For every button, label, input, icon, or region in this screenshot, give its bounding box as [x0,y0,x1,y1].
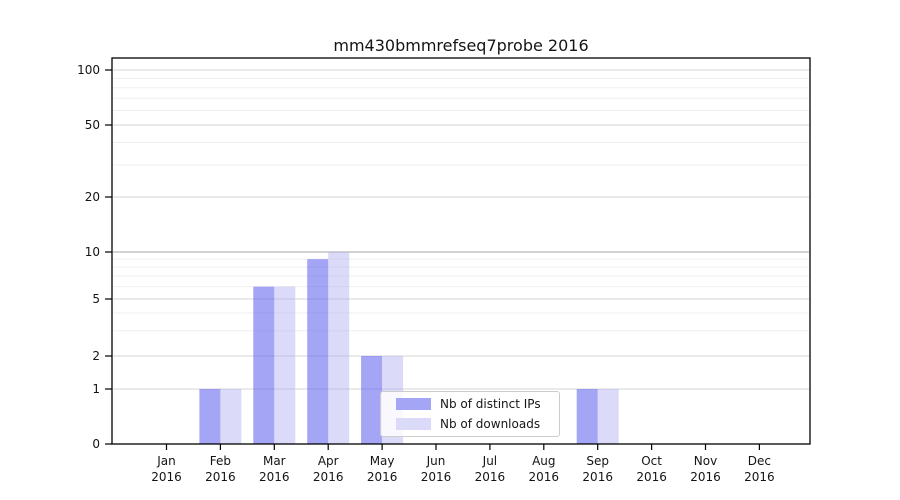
bars [199,252,619,444]
legend-item: Nb of downloads [396,417,559,431]
y-tick-label: 2 [92,349,100,363]
x-tick-year-label: 2016 [744,470,775,484]
x-tick-label: Nov [694,454,717,468]
x-tick-year-label: 2016 [205,470,236,484]
x-tick-label: Dec [748,454,771,468]
y-tick-label: 100 [77,63,100,77]
x-tick-label: Jan [156,454,176,468]
x-tick-label: Jul [482,454,497,468]
x-tick-label: Feb [210,454,231,468]
x-tick-year-label: 2016 [475,470,506,484]
x-tick-label: Oct [641,454,662,468]
bar-downloads-feb [220,389,242,444]
y-tick-label: 5 [92,292,100,306]
plot-border [111,57,811,445]
bar-downloads-sep [597,389,619,444]
y-tick-label: 0 [92,437,100,451]
bar-distinct-ips-may [361,356,383,444]
x-tick-label: Sep [586,454,609,468]
x-tick-year-label: 2016 [367,470,398,484]
x-tick-year-label: 2016 [313,470,344,484]
x-tick-year-label: 2016 [259,470,290,484]
bar-distinct-ips-sep [576,389,598,444]
legend-swatch-downloads [396,417,431,430]
y-tick-label: 20 [85,190,100,204]
axis-ticks [105,69,761,450]
bar-distinct-ips-feb [199,389,221,444]
x-tick-year-label: 2016 [421,470,452,484]
x-tick-label: May [370,454,395,468]
x-tick-label: Aug [532,454,555,468]
axis-labels: 0 1 2 5 10 20 50 100 Jan 2016 Feb 2016 Mar 2016 Apr 201… [77,63,775,484]
x-tick-year-label: 2016 [529,470,560,484]
y-tick-label: 10 [85,245,100,259]
x-tick-year-label: 2016 [636,470,667,484]
y-tick-label: 1 [92,382,100,396]
x-tick-label: Apr [318,454,339,468]
y-tick-label: 50 [85,118,100,132]
x-tick-label: Jun [426,454,446,468]
x-tick-year-label: 2016 [151,470,182,484]
chart-title: mm430bmmrefseq7probe 2016 [333,36,589,55]
bar-distinct-ips-mar [253,286,275,444]
bar-downloads-apr [328,252,350,444]
legend: Nb of distinct IPs Nb of downloads [380,391,560,437]
legend-label: Nb of downloads [440,416,541,431]
x-tick-year-label: 2016 [690,470,721,484]
bar-distinct-ips-apr [307,259,329,444]
x-tick-label: Mar [263,454,286,468]
legend-label: Nb of distinct IPs [440,397,541,412]
legend-item: Nb of distinct IPs [396,397,559,411]
gridlines [113,69,809,390]
x-tick-year-label: 2016 [582,470,613,484]
legend-swatch-distinct-ips [396,398,431,411]
bar-downloads-mar [274,286,296,444]
